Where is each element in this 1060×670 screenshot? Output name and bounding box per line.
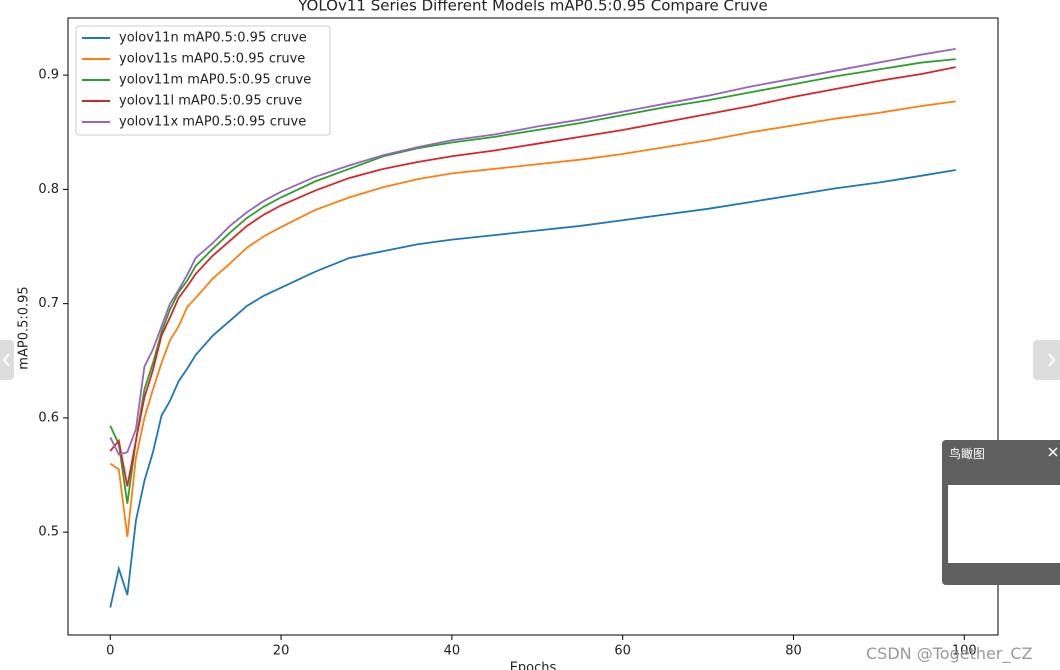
x-tick-label: 60 [614,644,631,659]
legend-label: yolov11x mAP0.5:0.95 cruve [119,115,306,130]
series-line [109,100,956,537]
next-icon [1048,353,1056,367]
next-button[interactable] [1033,340,1060,380]
legend-box [75,25,331,136]
series-line [109,66,956,487]
y-axis-label: mAP0.5:0.95 [17,286,32,369]
series-line [109,169,956,608]
y-tick-label: 0.9 [38,68,59,83]
x-axis-label: Epochs [510,661,557,670]
series-line [109,47,956,456]
watermark: CSDN @Together_CZ [866,644,1033,663]
y-tick-label: 0.6 [38,410,59,425]
series-line [109,58,956,504]
chart-title: YOLOv11 Series Different Models mAP0.5:0… [297,0,768,15]
legend-label: yolov11l mAP0.5:0.95 cruve [119,94,302,109]
legend-label: yolov11m mAP0.5:0.95 cruve [119,73,311,88]
prev-icon [2,353,10,367]
x-tick-label: 40 [444,644,461,659]
prev-button[interactable] [0,340,14,380]
overview-title: 鸟瞰图 [949,447,986,461]
overview-panel: 鸟瞰图 [942,440,1060,585]
legend-label: yolov11n mAP0.5:0.95 cruve [119,31,307,46]
x-tick-label: 0 [106,644,114,659]
x-tick-label: 20 [273,644,290,659]
legend-label: yolov11s mAP0.5:0.95 cruve [119,52,305,67]
overview-thumbnail [948,485,1060,563]
x-tick-label: 80 [785,644,802,659]
y-tick-label: 0.8 [38,182,59,197]
y-tick-label: 0.7 [38,296,59,311]
overview-close[interactable] [1046,445,1060,459]
x-tick-label: 100 [952,644,977,659]
y-tick-label: 0.5 [38,525,59,540]
plot-frame [67,17,999,636]
